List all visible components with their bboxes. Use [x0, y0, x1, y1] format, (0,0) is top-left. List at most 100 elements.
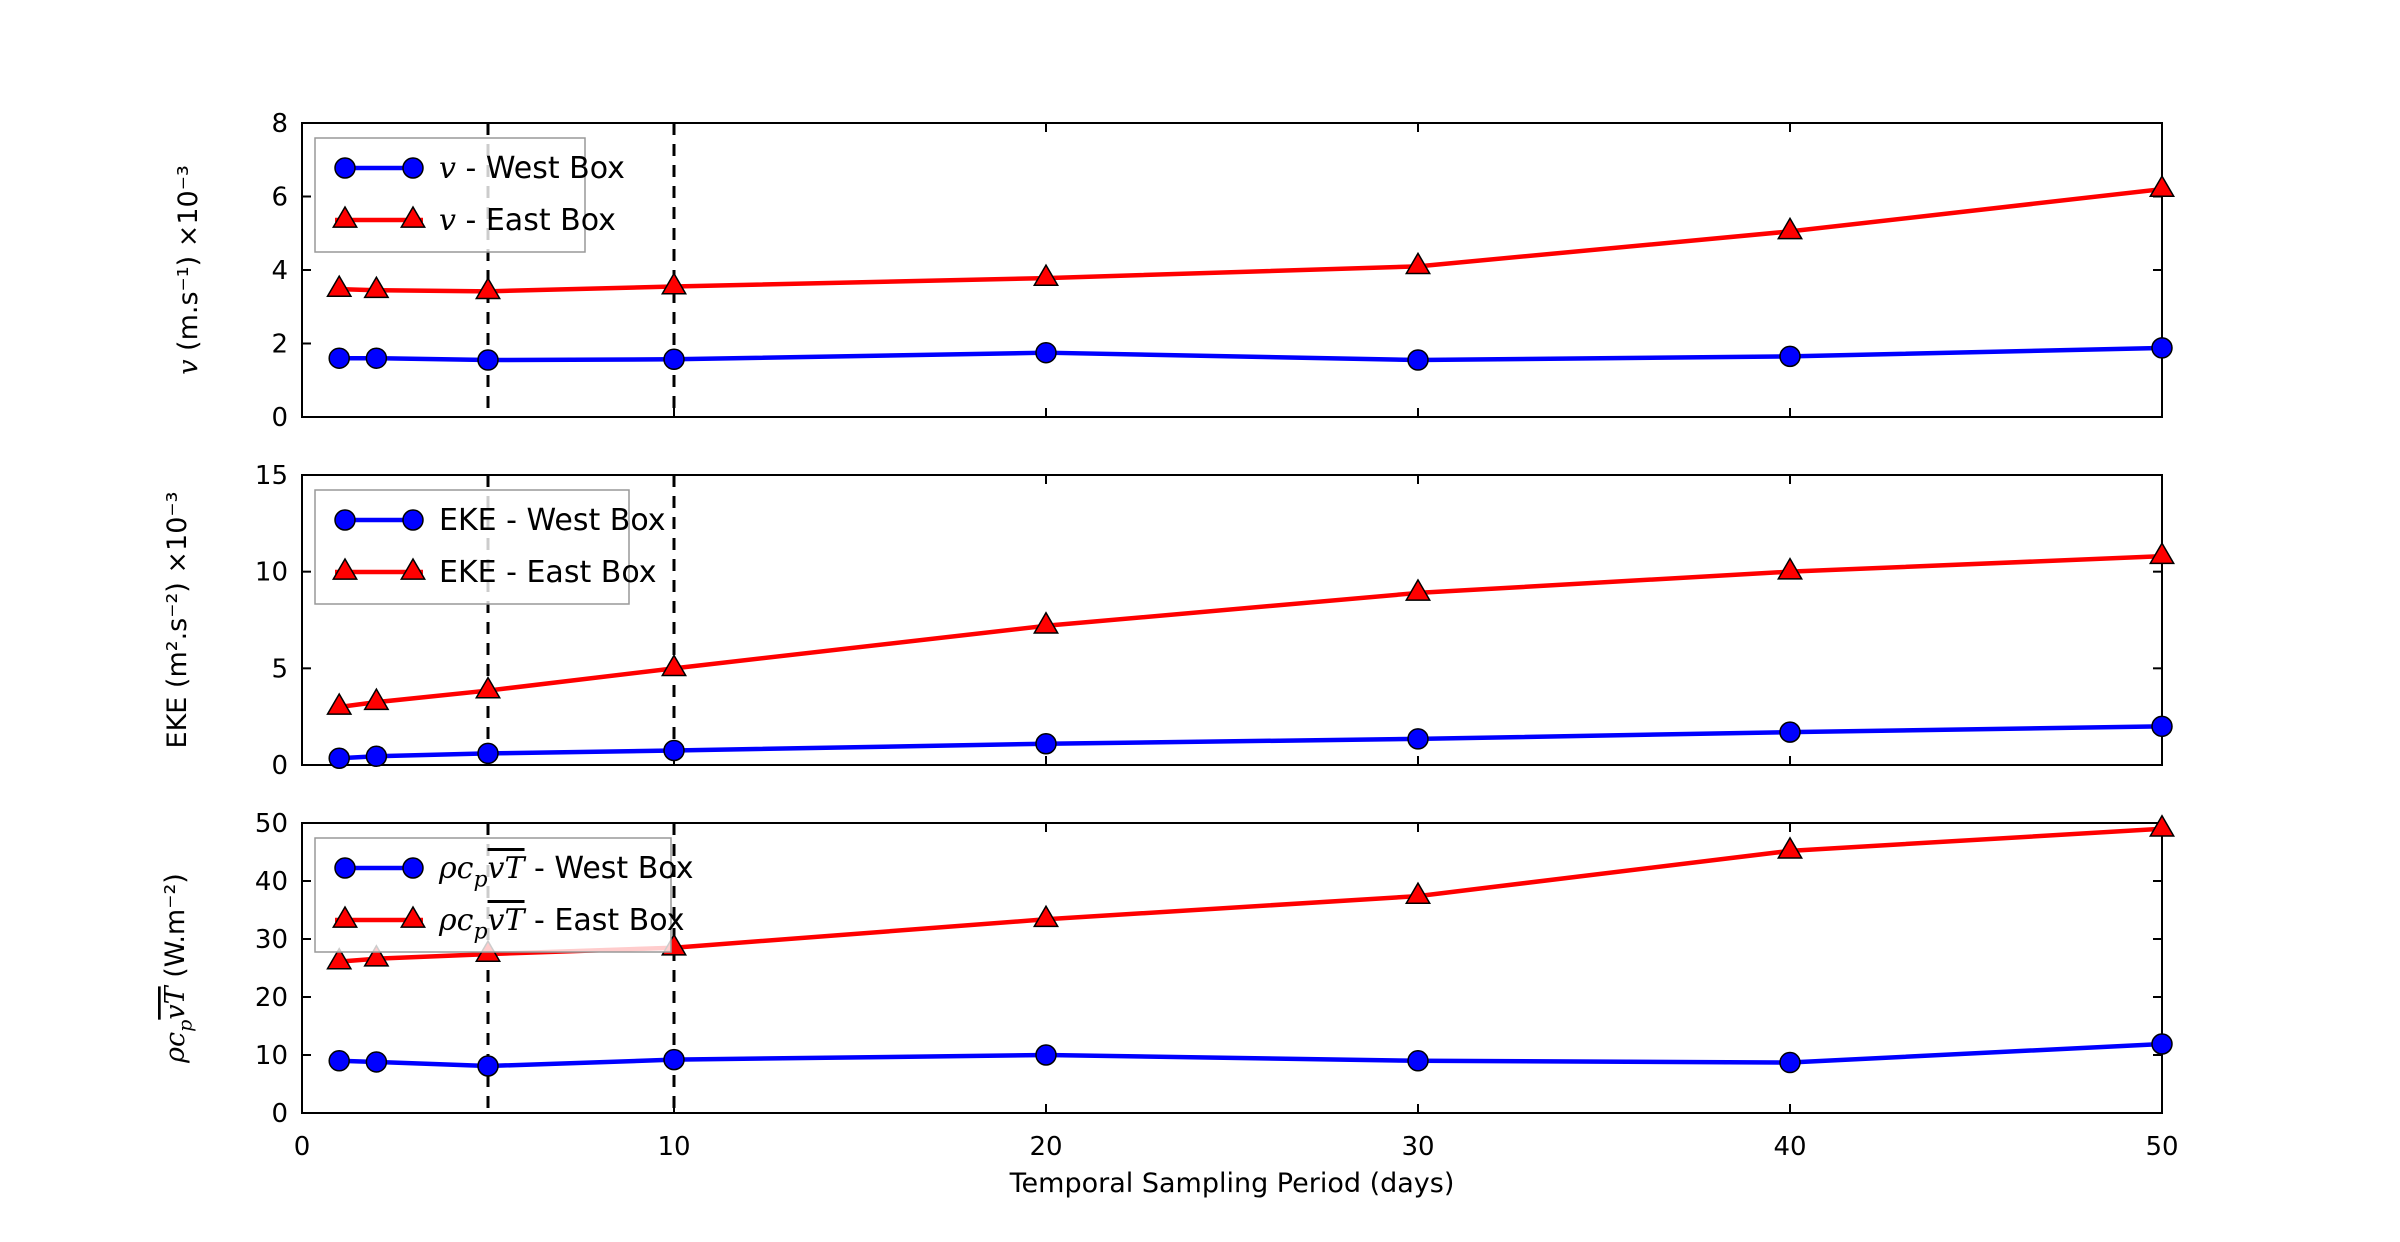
- y-tick-label: 5: [271, 654, 288, 684]
- y-tick-label: 0: [271, 403, 288, 433]
- series-marker-east: [1032, 263, 1060, 286]
- series-marker-west: [1779, 345, 1801, 368]
- series-marker-west: [663, 1048, 685, 1071]
- series-marker-east: [2148, 814, 2176, 837]
- series-marker-east: [660, 653, 688, 677]
- series-marker-east: [326, 692, 353, 715]
- series-marker-east: [326, 947, 353, 970]
- series-marker-west: [663, 348, 685, 371]
- legend-marker: [331, 205, 359, 228]
- series-marker-west: [1035, 732, 1057, 755]
- legend-box: [314, 137, 586, 253]
- series-marker-east: [326, 274, 353, 298]
- series-line-east: [338, 553, 2163, 710]
- x-axis-label: Temporal Sampling Period (days): [1009, 1168, 1455, 1199]
- series-marker-west: [477, 349, 499, 371]
- series-marker-west: [328, 747, 350, 769]
- legend-label: EKE - West Box: [439, 503, 666, 538]
- legend: ρcpvT - West Box ρcpvT - East Box: [314, 837, 693, 953]
- x-tick-label: 20: [1029, 1132, 1062, 1162]
- series-line-east: [339, 826, 2163, 964]
- series-marker-west: [365, 745, 388, 768]
- x-tick-label: 10: [657, 1132, 690, 1162]
- series-marker-east: [474, 276, 502, 300]
- spines: [301, 474, 2163, 766]
- series-marker-west: [328, 1050, 350, 1072]
- legend-marker: [334, 857, 356, 879]
- legend-marker: [331, 905, 359, 928]
- y-tick-label: 10: [255, 558, 288, 588]
- series-marker-east: [363, 687, 390, 711]
- series-marker-west: [328, 347, 350, 369]
- y-tick-label: 50: [255, 809, 288, 839]
- y-tick-label: 2: [271, 330, 288, 360]
- legend-marker: [399, 557, 427, 580]
- legend-label: v - West Box: [439, 151, 625, 186]
- legend-marker: [334, 509, 356, 531]
- legend-marker: [399, 905, 427, 928]
- series-marker-east: [1776, 836, 1804, 859]
- spines: [301, 122, 2163, 418]
- y-axis-label: EKE (m².s⁻²) ×10⁻³: [162, 492, 193, 749]
- y-tick-label: 6: [271, 183, 288, 213]
- y-tick-label: 40: [255, 867, 288, 897]
- legend-marker: [331, 557, 359, 580]
- series-marker-east: [1032, 611, 1060, 634]
- legend: EKE - West Box EKE - East Box: [314, 489, 666, 605]
- legend-label: v - East Box: [439, 203, 616, 238]
- x-axis: 0 10 20 30 40 50 Temporal Sampling Period (day…: [294, 1132, 2179, 1199]
- y-axis-label: v (m.s⁻¹) ×10⁻³: [173, 165, 204, 375]
- series-marker-east: [474, 676, 502, 699]
- y-tick-label: 15: [255, 461, 288, 491]
- legend-box: [314, 489, 630, 605]
- legend-marker: [402, 157, 424, 179]
- series-marker-west: [477, 742, 499, 765]
- x-tick-label: 0: [294, 1132, 311, 1162]
- series-marker-west: [2151, 715, 2173, 738]
- series-marker-west: [2151, 1033, 2173, 1055]
- y-tick-label: 0: [271, 1099, 288, 1129]
- series-marker-west: [1407, 728, 1429, 750]
- subplot-eke: 0 5 10 15 EKE - West Box EKE - East Box EKE (m…: [162, 461, 2176, 781]
- series-marker-west: [2151, 337, 2173, 359]
- subplot-v: 0 2 4 6 8 v - West Box v - East Box v (m.s⁻¹) ×…: [173, 109, 2176, 433]
- series-marker-east: [363, 944, 390, 967]
- series-line-west: [339, 1041, 2163, 1069]
- y-tick-label: 30: [255, 925, 288, 955]
- series-marker-west: [365, 347, 388, 369]
- y-tick-label: 20: [255, 983, 288, 1013]
- subplot-heat-flux: 0 10 20 30 40 50 ρcpvT - West Box ρcpvT - East …: [160, 809, 2176, 1129]
- y-tick-label: 0: [271, 751, 288, 781]
- series-marker-east: [1404, 251, 1432, 275]
- series-marker-east: [2148, 541, 2176, 565]
- legend-label: ρcpvT - West Box: [438, 851, 693, 892]
- series-marker-west: [1407, 1050, 1429, 1072]
- legend-marker: [399, 205, 427, 228]
- legend-label: EKE - East Box: [439, 555, 657, 590]
- x-tick-label: 50: [2145, 1132, 2178, 1162]
- legend-box: [314, 837, 672, 953]
- legend-marker: [334, 157, 356, 179]
- legend: v - West Box v - East Box: [314, 137, 625, 253]
- series-marker-west: [663, 739, 685, 762]
- y-axis-label: ρcpvT (W.m⁻²): [160, 873, 197, 1064]
- series-marker-west: [1779, 1051, 1801, 1074]
- spines: [301, 822, 2163, 1114]
- series-marker-west: [477, 1055, 499, 1077]
- series-line-east: [339, 186, 2163, 294]
- series-marker-east: [2148, 174, 2176, 198]
- series-marker-west: [1035, 1044, 1057, 1066]
- series-marker-east: [660, 272, 688, 295]
- legend-marker: [402, 857, 424, 879]
- series-marker-west: [365, 1051, 388, 1073]
- series-line-west: [339, 345, 2163, 363]
- y-tick-label: 4: [271, 256, 288, 286]
- y-tick-label: 10: [255, 1041, 288, 1071]
- series-marker-east: [1404, 881, 1432, 904]
- legend-label: ρcpvT - East Box: [438, 903, 684, 944]
- x-tick-label: 30: [1401, 1132, 1434, 1162]
- series-marker-east: [363, 275, 390, 299]
- series-marker-west: [1035, 341, 1057, 364]
- legend-marker: [402, 509, 424, 531]
